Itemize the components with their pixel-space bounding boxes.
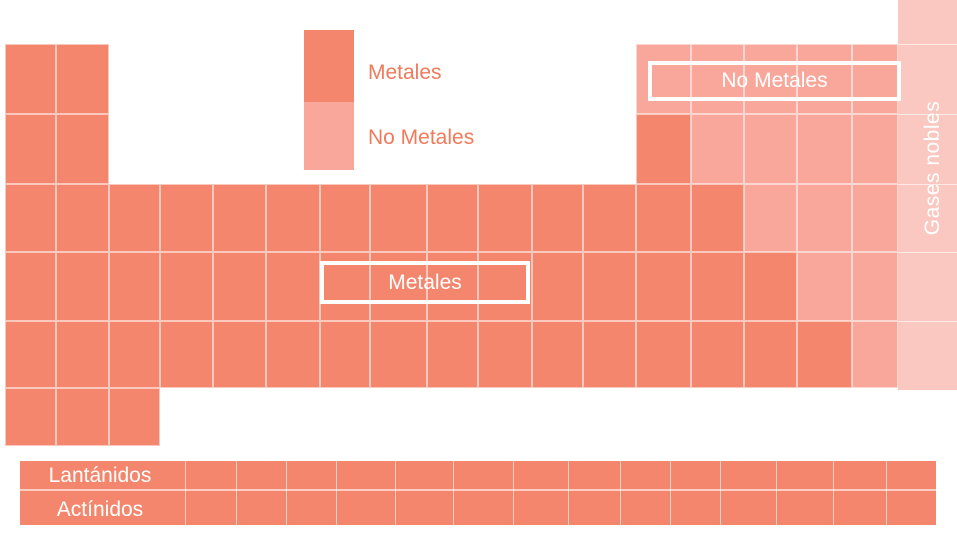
element-cell [583, 184, 636, 252]
element-cell [109, 184, 160, 252]
element-cell [5, 184, 56, 252]
element-cell [56, 184, 109, 252]
element-cell [5, 252, 56, 321]
element-cell [744, 252, 797, 321]
element-cell [5, 321, 56, 388]
element-cell [109, 388, 160, 446]
element-cell [5, 114, 56, 184]
element-cell [160, 184, 213, 252]
element-cell [691, 321, 744, 388]
element-cell [852, 184, 898, 252]
legend-metals-swatch [304, 30, 354, 102]
element-cell [852, 44, 898, 114]
element-cell [427, 321, 478, 388]
element-cell [109, 321, 160, 388]
element-cell [636, 44, 691, 114]
noble-gases-column [898, 0, 957, 390]
element-cell [5, 388, 56, 446]
nonmetals-region-label: No Metales [648, 61, 901, 101]
element-cell [636, 321, 691, 388]
element-cell [852, 114, 898, 184]
element-cell [636, 184, 691, 252]
legend-metals-label: Metales [368, 61, 442, 84]
element-cell [797, 184, 852, 252]
element-cell [852, 252, 898, 321]
element-cell [797, 44, 852, 114]
element-cell [636, 252, 691, 321]
element-cell [744, 114, 797, 184]
element-cell [320, 321, 370, 388]
element-cell [213, 321, 266, 388]
element-cell [266, 321, 320, 388]
element-cell [478, 184, 532, 252]
element-cell [797, 252, 852, 321]
element-cell [691, 252, 744, 321]
element-cell [160, 252, 213, 321]
element-cell [109, 252, 160, 321]
element-cell [266, 252, 320, 321]
element-cell [691, 44, 744, 114]
element-cell [691, 114, 744, 184]
element-cell [56, 252, 109, 321]
actinides-label: Actínidos [56, 498, 144, 521]
element-cell [744, 184, 797, 252]
legend-nonmetals-swatch [304, 102, 354, 170]
element-cell [744, 44, 797, 114]
element-cell [56, 114, 109, 184]
metals-region-label: Metales [320, 261, 530, 304]
legend-nonmetals-label: No Metales [368, 126, 475, 149]
element-cell [532, 252, 583, 321]
element-cell [744, 321, 797, 388]
element-cell [583, 252, 636, 321]
element-cell [213, 252, 266, 321]
element-cell [532, 184, 583, 252]
element-cell [852, 321, 898, 388]
element-cell [478, 321, 532, 388]
element-cell [5, 44, 56, 114]
element-cell [532, 321, 583, 388]
element-cell [56, 44, 109, 114]
element-cell [56, 388, 109, 446]
element-cell [583, 321, 636, 388]
element-cell [370, 184, 427, 252]
element-cell [797, 114, 852, 184]
element-cell [56, 321, 109, 388]
element-cell [427, 184, 478, 252]
element-cell [320, 184, 370, 252]
element-cell [370, 321, 427, 388]
element-cell [213, 184, 266, 252]
element-cell [160, 321, 213, 388]
element-cell [636, 114, 691, 184]
element-cell [691, 184, 744, 252]
noble-gases-label: Gases nobles [921, 100, 944, 236]
element-cell [266, 184, 320, 252]
element-cell [797, 321, 852, 388]
lanthanides-label: Lantánidos [48, 464, 152, 487]
actinides-row [20, 490, 936, 525]
